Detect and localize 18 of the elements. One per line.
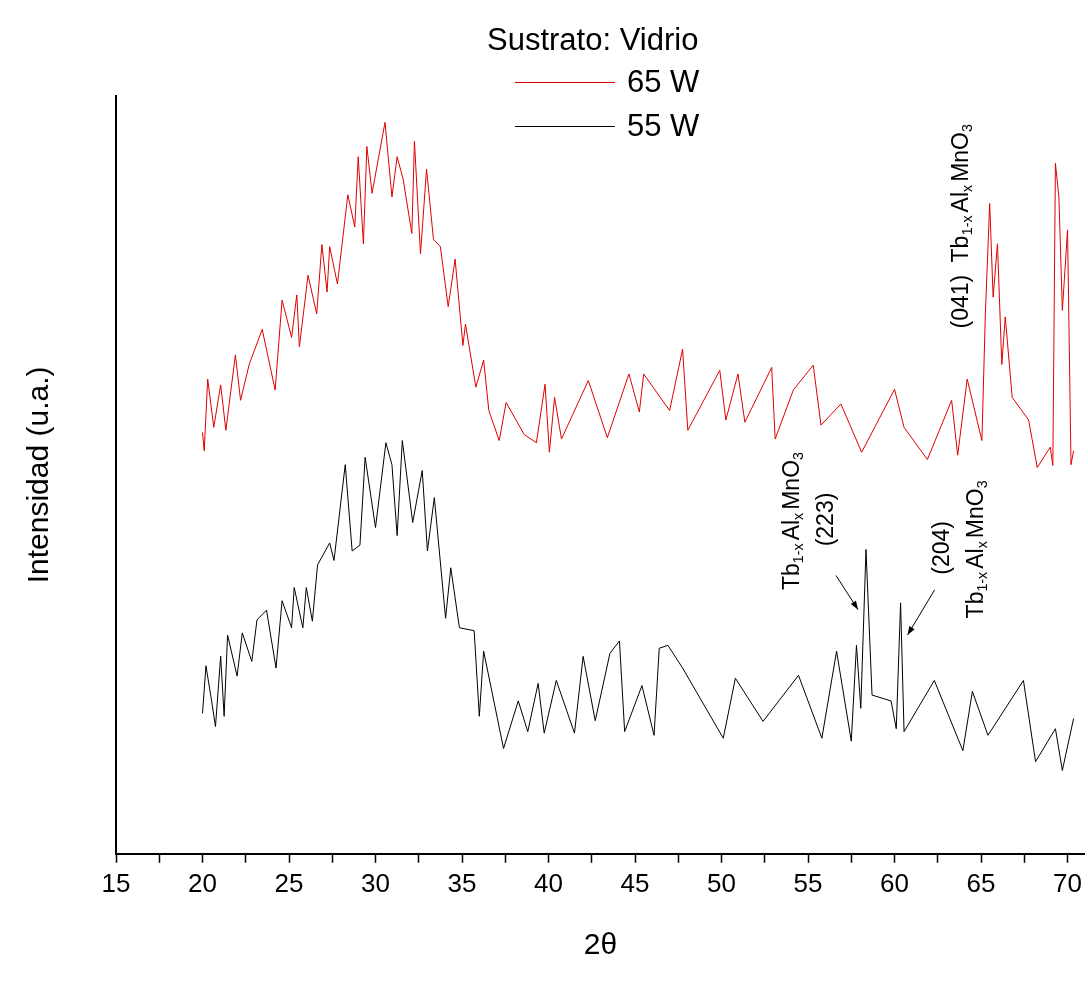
y-axis-title: Intensidad (u.a.) [21,366,55,584]
x-tick-label: 25 [274,867,304,898]
x-tick-label: 60 [880,867,909,898]
x-tick-label: 15 [101,867,131,898]
annotation: (041) Tb1-xAlxMnO3 [947,124,976,329]
x-tick-label: 20 [188,867,217,898]
x-tick-label: 30 [361,867,390,898]
x-tick-label: 50 [707,867,736,898]
x-tick-label: 45 [620,867,650,898]
legend-label: 65 W [627,64,700,100]
x-tick-label: 65 [966,867,996,898]
x-tick-label: 35 [447,867,477,898]
legend-title: Sustrato: Vidrio [487,22,700,58]
x-tick-label: 55 [793,867,823,898]
x-axis-title: 2θ [583,927,618,961]
x-tick-label: 70 [1053,867,1082,898]
legend-label: 55 W [627,108,700,144]
x-tick-label: 40 [534,867,563,898]
